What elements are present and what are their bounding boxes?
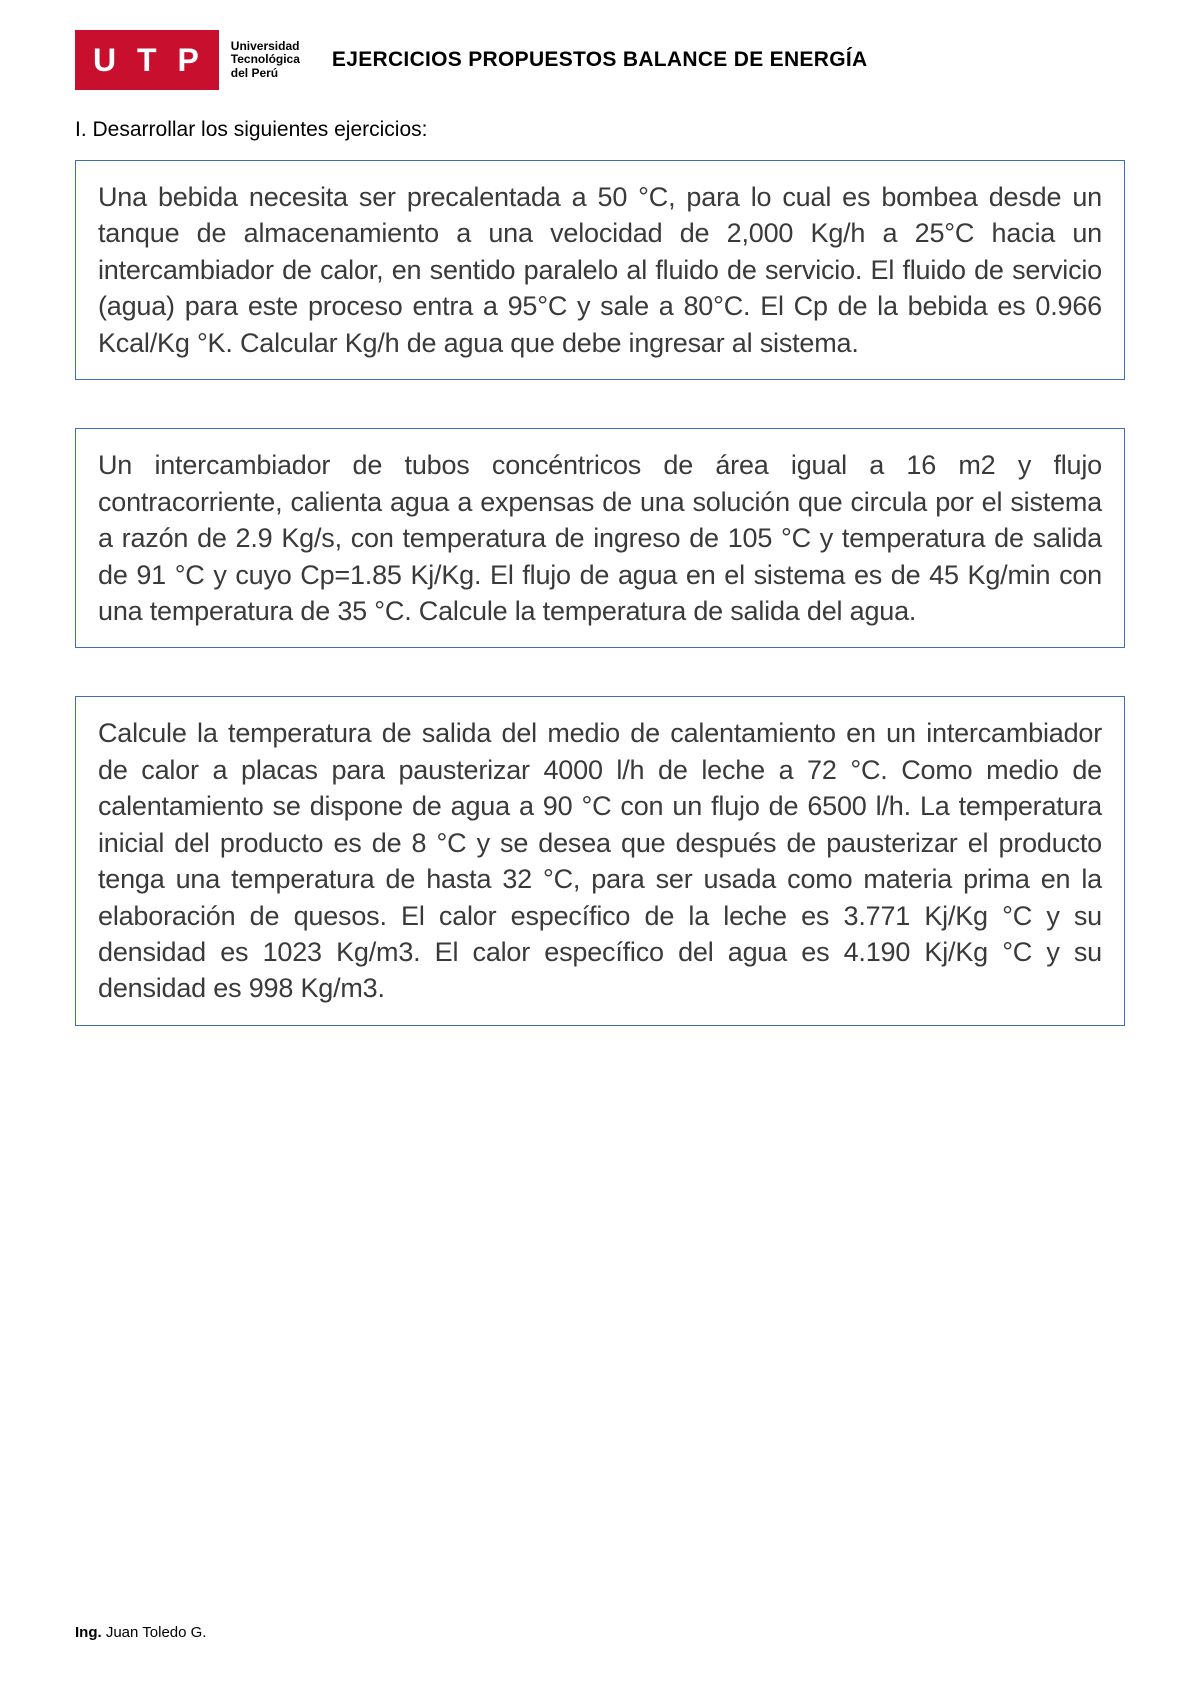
footer-prefix: Ing. — [75, 1624, 102, 1641]
footer-name: Juan Toledo G. — [102, 1624, 207, 1641]
page-title: EJERCICIOS PROPUESTOS BALANCE DE ENERGÍA — [332, 48, 868, 72]
university-name: Universidad Tecnológica del Perú — [231, 40, 300, 80]
university-line3: del Perú — [231, 67, 300, 80]
section-heading: I. Desarrollar los siguientes ejercicios… — [75, 118, 1125, 142]
exercise-box-1: Una bebida necesita ser precalentada a 5… — [75, 160, 1125, 380]
exercise-box-3: Calcule la temperatura de salida del med… — [75, 696, 1125, 1026]
university-line2: Tecnológica — [231, 53, 300, 66]
page-footer: Ing. Juan Toledo G. — [75, 1624, 206, 1641]
exercise-text-2: Un intercambiador de tubos concéntricos … — [98, 447, 1102, 629]
utp-logo: U T P — [75, 30, 219, 90]
exercise-text-1: Una bebida necesita ser precalentada a 5… — [98, 179, 1102, 361]
page-header: U T P Universidad Tecnológica del Perú E… — [75, 30, 1125, 90]
logo-letters: U T P — [93, 42, 205, 79]
exercise-text-3: Calcule la temperatura de salida del med… — [98, 715, 1102, 1007]
exercise-box-2: Un intercambiador de tubos concéntricos … — [75, 428, 1125, 648]
